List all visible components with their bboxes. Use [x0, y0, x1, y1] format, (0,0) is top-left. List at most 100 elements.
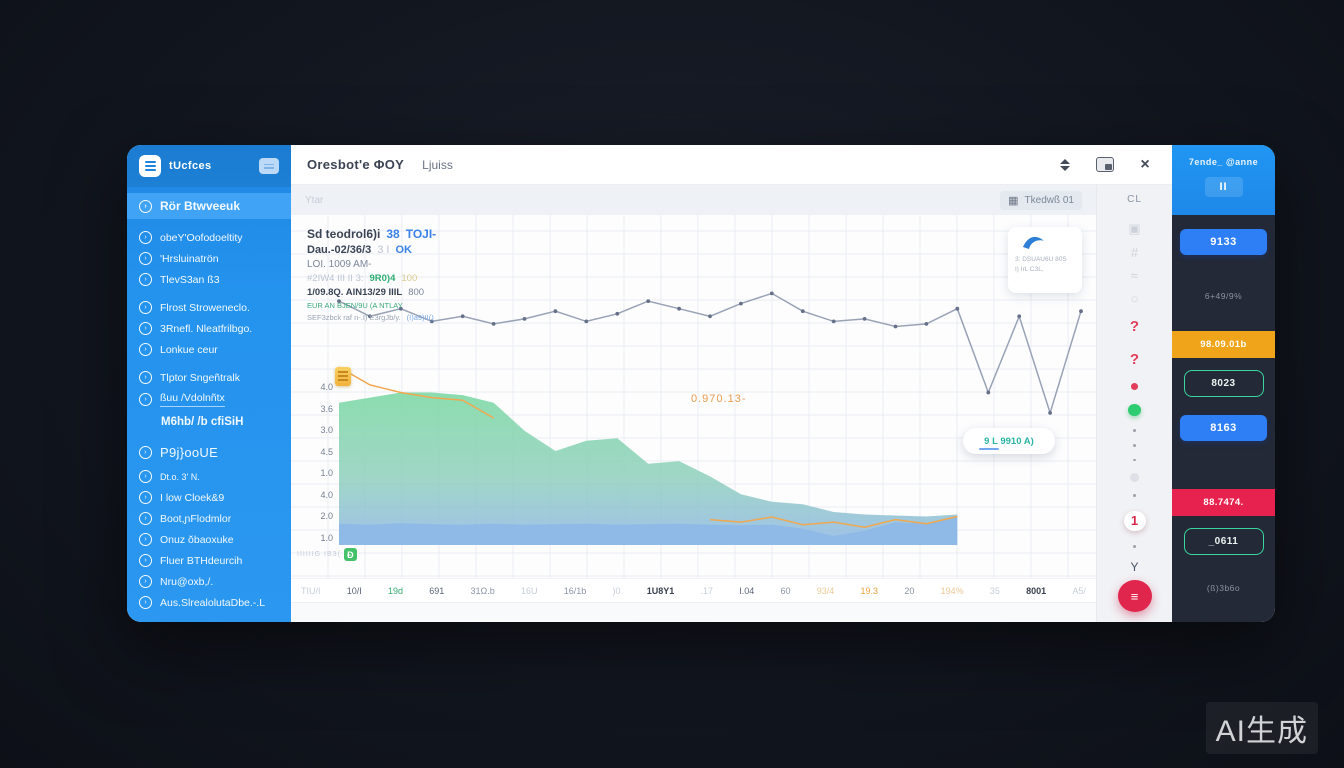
action-fab-button[interactable]: ≡ [1117, 580, 1152, 612]
close-icon[interactable]: × [1140, 155, 1150, 173]
menu-item-icon: › [139, 301, 152, 314]
right-panel-title: 7ende_ @anne [1188, 157, 1259, 167]
y-tick-label: 3.6 [320, 403, 333, 414]
x-tick-label: 19.3 [860, 585, 879, 596]
sidebar-item[interactable]: › Nru@oxb,/. [127, 571, 291, 592]
panel-button-blue[interactable]: 8163 [1180, 415, 1267, 441]
sidebar-item[interactable]: › obeY'Oofodoeltity [127, 227, 291, 248]
sidebar-item[interactable]: › P9j}ooUE [127, 439, 291, 466]
menu-item-icon: › [139, 343, 152, 356]
status-band-red[interactable]: 88.7474. [1172, 489, 1275, 516]
right-panel: 7ende_ @anne II 9133 6+49/9% 98.09.01b 8023… [1172, 145, 1275, 622]
filter-icon[interactable]: Y [1130, 560, 1139, 575]
card-text: 3: DSUAU6U 80S [1015, 256, 1067, 263]
sidebar-item[interactable]: › Flrost Stroweneclo. [127, 297, 291, 318]
menu-item-icon: › [139, 322, 152, 335]
sidebar-item-label: 3Rnefl. Nleatfrilbgo. [160, 322, 253, 335]
date-range-label: Tkedwß 01 [1024, 194, 1074, 206]
menu-item-icon: › [139, 575, 152, 588]
panel-icon[interactable] [1094, 154, 1116, 176]
circle-icon[interactable]: ○ [1130, 291, 1139, 307]
copy-icon[interactable]: ▣ [1128, 221, 1141, 237]
x-tick-label: 31Ω.b [470, 585, 495, 596]
status-band-orange[interactable]: 98.09.01b [1172, 331, 1275, 358]
dot-indicator [1133, 493, 1136, 497]
menu-item-icon: › [139, 533, 152, 546]
x-tick-label: 93/4 [816, 585, 835, 596]
x-tick-label: .17 [700, 585, 714, 596]
info-text: #2IW4 III II 3: [307, 273, 364, 284]
notification-badge[interactable]: 1 [1123, 510, 1146, 532]
right-panel-blocks: 9133 6+49/9% 98.09.01b 8023 8163 88.7474. _061… [1172, 215, 1275, 593]
info-line: EUR AN BJEN/9U (A NTLAY [307, 301, 547, 310]
right-icon-strip: CL ▣ # ≈ ○?? 1 Y ≡ [1096, 185, 1172, 622]
menu-item-icon: › [139, 596, 152, 609]
panel-button-outline[interactable]: _0611 [1183, 528, 1264, 555]
x-tick-label: A5/ [1072, 585, 1086, 596]
grid-icon[interactable]: # [1130, 245, 1139, 261]
panel-button-blue[interactable]: 9133 [1180, 229, 1267, 255]
sidebar-item-label: M6hb/ /b cfiSiH [161, 415, 244, 428]
chart-marker-flag-icon [335, 367, 351, 386]
sidebar-item-label: Dt.o. 3' N. [160, 471, 200, 482]
sidebar-item[interactable]: › Boot,ɲFlodmlor [127, 508, 291, 529]
sidebar-item-label: Flrost Stroweneclo. [160, 301, 250, 314]
sidebar-toggle-button[interactable] [259, 158, 279, 174]
x-tick-label: )0 [612, 585, 621, 596]
date-range-button[interactable]: ▦ Tkedwß 01 [1000, 190, 1082, 210]
alert-question-icon[interactable]: ? [1129, 318, 1140, 336]
sidebar-item[interactable]: › Fluer BTHdeurcih [127, 550, 291, 571]
sidebar-item-label: P9j}ooUE [160, 445, 219, 460]
app-logo-icon [139, 155, 161, 177]
sidebar-item[interactable]: › 3Rnefl. Nleatfrilbgo. [127, 318, 291, 339]
sort-icon[interactable] [1054, 154, 1076, 176]
sidebar-item[interactable]: M6hb/ /b cfiSiH [127, 411, 291, 432]
sidebar-item[interactable]: › Dt.o. 3' N. [127, 466, 291, 487]
menu-item-icon: › [139, 512, 152, 525]
x-tick-label: 8001 [1026, 585, 1047, 596]
info-line: #2IW4 III II 3: 9R0)4 100 [307, 273, 547, 284]
menu-item-icon: › [139, 199, 152, 213]
x-tick-label: 35 [989, 585, 1000, 596]
ghost-dot-indicator [1130, 473, 1139, 482]
sidebar-item-active[interactable]: › Rör Btwveeuk [127, 193, 291, 219]
pause-button[interactable]: II [1204, 177, 1243, 197]
card-text: I) IrL C3L, [1015, 265, 1044, 273]
dot-indicator [1133, 443, 1136, 447]
info-text: EUR AN BJEN/9U (A NTLAY [307, 301, 403, 310]
tab-secondary[interactable]: Ljuiss [422, 157, 453, 172]
x-tick-label: 194% [940, 585, 964, 596]
menu-item-icon: › [139, 231, 152, 244]
info-line: LOI. 1009 AM- [307, 259, 547, 270]
info-text: 38 [386, 227, 400, 241]
dot-indicator [1133, 458, 1136, 462]
chart-plot-area: 4.0 3.6 3.0 4.5 1.0 4.0 2.0 1.0 Sd teodrol6)i 38… [291, 215, 1096, 578]
info-text: 800 [408, 287, 425, 298]
info-text: (I)a9)II() [406, 313, 434, 322]
info-text: OK [395, 244, 412, 256]
red-dot-indicator [1131, 383, 1138, 390]
sidebar-item[interactable]: › Tlptor Sngeñtralk [127, 367, 291, 388]
toolbar-placeholder: Ytar [305, 194, 324, 206]
sidebar-item[interactable]: › ßuu /Vdolnñtx [127, 388, 291, 411]
info-text: SEF3zbck raf n-.I) E3rgJb/y. [307, 313, 401, 322]
waves-icon[interactable]: ≈ [1130, 268, 1139, 284]
sidebar-item[interactable]: › TlevS3an ß3 [127, 269, 291, 290]
sidebar-item[interactable]: › I low Cloek&9 [127, 487, 291, 508]
chart-info-block: Sd teodrol6)i 38 TOJI- Dau.-02/36/3 3 I OK LOI… [307, 227, 547, 325]
panel-button-outline[interactable]: 8023 [1183, 370, 1264, 397]
sidebar-item-label: Aus.SlrealolutaDbe.-.L [160, 596, 266, 609]
green-dot-indicator [1128, 403, 1141, 416]
x-tick-label: 10/I [346, 585, 362, 596]
alert-question-icon[interactable]: ? [1129, 351, 1140, 369]
sidebar-item[interactable]: › Lonkue ceur [127, 339, 291, 360]
x-tick-label: 19d [387, 585, 404, 596]
sidebar-item[interactable]: › Aus.SlrealolutaDbe.-.L [127, 592, 291, 613]
sidebar-nav: › Rör Btwveeuk › obeY'Oofodoeltity › 'Hrsluin… [127, 187, 291, 622]
panel-text: (ß)3b6o [1206, 583, 1241, 593]
sidebar-item[interactable]: › Onuz ŏbaoxuke [127, 529, 291, 550]
sidebar-item-label: Onuz ŏbaoxuke [160, 533, 234, 546]
sidebar-item[interactable]: › 'Hrsluinatrön [127, 248, 291, 269]
dot-indicator [1133, 545, 1136, 549]
